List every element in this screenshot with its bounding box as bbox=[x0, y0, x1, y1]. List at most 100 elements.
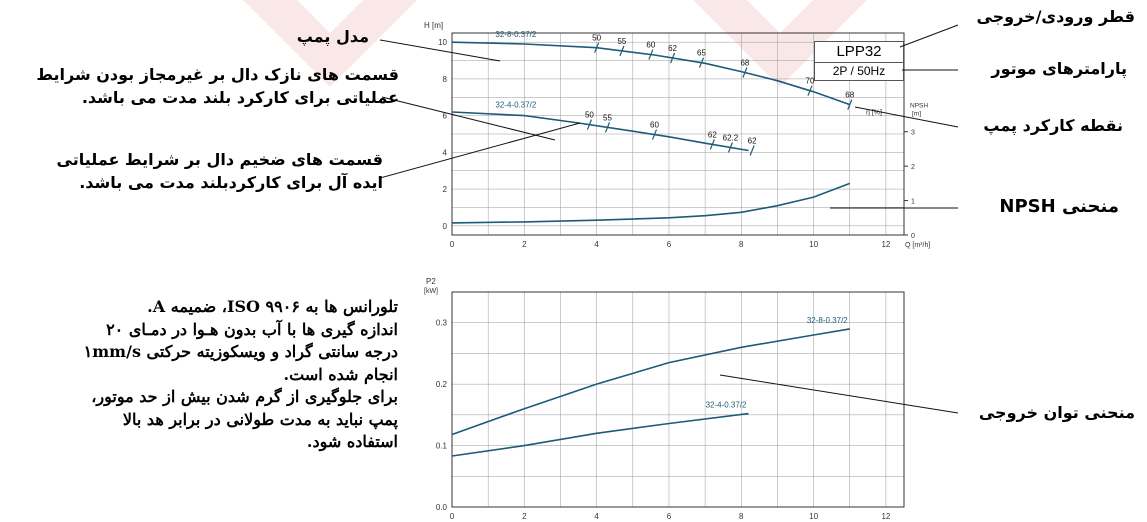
x-tick-label: 0 bbox=[450, 240, 455, 249]
series-name-label: 32-8-0.37/2 bbox=[495, 30, 536, 39]
series-name-label: 32-4-0.37/2 bbox=[706, 401, 747, 410]
y2-tick-label: 2 bbox=[911, 164, 915, 171]
x-tick-label: 8 bbox=[739, 240, 744, 249]
y-tick-label: 8 bbox=[443, 75, 448, 84]
efficiency-tick bbox=[742, 67, 748, 78]
x-tick-label: 2 bbox=[522, 512, 527, 521]
x-tick-label: 6 bbox=[667, 240, 672, 249]
top-series bbox=[451, 41, 853, 224]
y-tick-label: 6 bbox=[443, 112, 448, 121]
note-line-4: انجام شده است. bbox=[283, 364, 398, 384]
x-tick-label: 2 bbox=[522, 240, 527, 249]
note-line-3: درجه سانتی گراد و ویسکوزیته حرکتی ۱mm/s bbox=[83, 342, 398, 361]
x-tick-label: 4 bbox=[594, 512, 599, 521]
efficiency-label: 60 bbox=[646, 41, 655, 50]
efficiency-tick bbox=[670, 52, 676, 64]
y2-tick-label: 1 bbox=[911, 199, 915, 206]
leader-diameter bbox=[899, 24, 959, 48]
label-thin-line-2: عملیاتی برای کارکرد بلند مدت می باشد. bbox=[81, 88, 399, 107]
y2-axis-label: NPSH bbox=[910, 102, 928, 109]
efficiency-label: 62.2 bbox=[723, 133, 739, 142]
efficiency-label: 70 bbox=[806, 77, 815, 86]
series-line-1 bbox=[451, 111, 749, 152]
label-npsh-curve: منحنی NPSH bbox=[999, 196, 1119, 217]
note-line-7: استفاده شود. bbox=[306, 432, 398, 451]
note-line-5: برای جلوگیری از گرم شدن بیش از حد موتور، bbox=[91, 387, 398, 406]
plot-frame bbox=[451, 291, 905, 508]
efficiency-label: 50 bbox=[592, 34, 601, 43]
leader-thick-line bbox=[379, 122, 581, 179]
x-tick-label: 4 bbox=[594, 240, 599, 249]
label-diameter: قطر ورودی/خروجی bbox=[976, 7, 1135, 26]
y-tick-label: 10 bbox=[438, 38, 447, 47]
label-pump-model: مدل پمپ bbox=[296, 27, 369, 46]
y2-tick-label: 3 bbox=[911, 130, 915, 137]
label-duty-point: نقطه کارکرد پمپ bbox=[983, 116, 1123, 135]
efficiency-tick bbox=[648, 49, 654, 60]
leader-thin-line bbox=[381, 96, 556, 141]
y-axis-label: P2 bbox=[426, 277, 436, 286]
bottom-axes bbox=[451, 291, 905, 508]
efficiency-label: 68 bbox=[845, 91, 854, 100]
efficiency-tick bbox=[604, 122, 611, 133]
label-power-curve: منحنی توان خروجی bbox=[978, 403, 1135, 422]
efficiency-label: 62 bbox=[668, 44, 677, 53]
efficiency-tick bbox=[847, 99, 853, 110]
x-axis-label: Q [m³/h] bbox=[905, 242, 930, 249]
note-line-2: اندازه گیری ها با آب بدون هـوا در دمـای … bbox=[106, 319, 398, 339]
efficiency-tick bbox=[651, 129, 658, 140]
y-tick-label: 0.3 bbox=[436, 319, 448, 328]
chart-title: LPP32 bbox=[836, 43, 882, 60]
efficiency-axis-label: η [%] bbox=[866, 109, 882, 116]
y-axis-unit: [kW] bbox=[424, 288, 438, 295]
efficiency-tick bbox=[594, 42, 600, 53]
series-line-1 bbox=[451, 412, 749, 457]
leader-power bbox=[719, 374, 959, 414]
x-tick-label: 12 bbox=[881, 512, 890, 521]
x-tick-label: 12 bbox=[881, 240, 890, 249]
x-tick-label: 6 bbox=[667, 512, 672, 521]
series-name-label: 32-4-0.37/2 bbox=[495, 101, 536, 110]
y-axis-label: H [m] bbox=[424, 21, 443, 30]
leader-pump-model bbox=[379, 39, 501, 62]
top-axes bbox=[451, 32, 908, 236]
chart-subtitle: 2P / 50Hz bbox=[815, 62, 903, 79]
series-line-0 bbox=[451, 328, 850, 436]
efficiency-label: 68 bbox=[740, 58, 749, 67]
y2-tick-label: 0 bbox=[911, 233, 915, 240]
bottom-series bbox=[451, 328, 850, 457]
efficiency-label: 60 bbox=[650, 121, 659, 130]
efficiency-tick bbox=[807, 85, 813, 96]
x-tick-label: 8 bbox=[739, 512, 744, 521]
efficiency-label: 62 bbox=[748, 137, 757, 146]
y-tick-label: 0.0 bbox=[436, 503, 448, 512]
y2-axis-unit: [m] bbox=[912, 110, 921, 117]
note-line-1: تلورانس ها به ۹۹۰۶ ISO، ضمیمه A. bbox=[147, 297, 398, 316]
efficiency-label: 62 bbox=[708, 130, 717, 139]
efficiency-tick bbox=[727, 142, 733, 153]
efficiency-tick bbox=[698, 57, 705, 68]
x-tick-label: 10 bbox=[809, 240, 818, 249]
y-tick-label: 0.1 bbox=[436, 442, 448, 451]
label-thick-line-1: قسمت های ضخیم دال بر شرایط عملیاتی bbox=[56, 150, 383, 169]
efficiency-tick bbox=[709, 139, 715, 150]
model-title-box: LPP32 2P / 50Hz bbox=[814, 41, 904, 81]
label-thick-line-2: ایده آل برای کارکردبلند مدت می باشد. bbox=[79, 173, 383, 192]
efficiency-label: 50 bbox=[585, 111, 594, 120]
label-thin-line-1: قسمت های نازک دال بر غیرمجاز بودن شرایط bbox=[36, 65, 399, 84]
efficiency-tick bbox=[586, 119, 592, 130]
y-tick-label: 0 bbox=[443, 222, 448, 231]
label-motor-params: پارامترهای موتور bbox=[991, 59, 1127, 78]
efficiency-tick bbox=[749, 145, 755, 156]
bottom-labels: 0 2 4 6 8 10 12 0.0 0.1 0.2 0.3 P2 [kW] 32-8-0.37/2 32… bbox=[424, 277, 891, 521]
efficiency-label: 55 bbox=[603, 113, 612, 122]
series-name-label: 32-8-0.37/2 bbox=[807, 316, 848, 325]
x-tick-label: 10 bbox=[809, 512, 818, 521]
efficiency-label: 55 bbox=[617, 37, 626, 46]
y-tick-label: 4 bbox=[443, 148, 448, 157]
